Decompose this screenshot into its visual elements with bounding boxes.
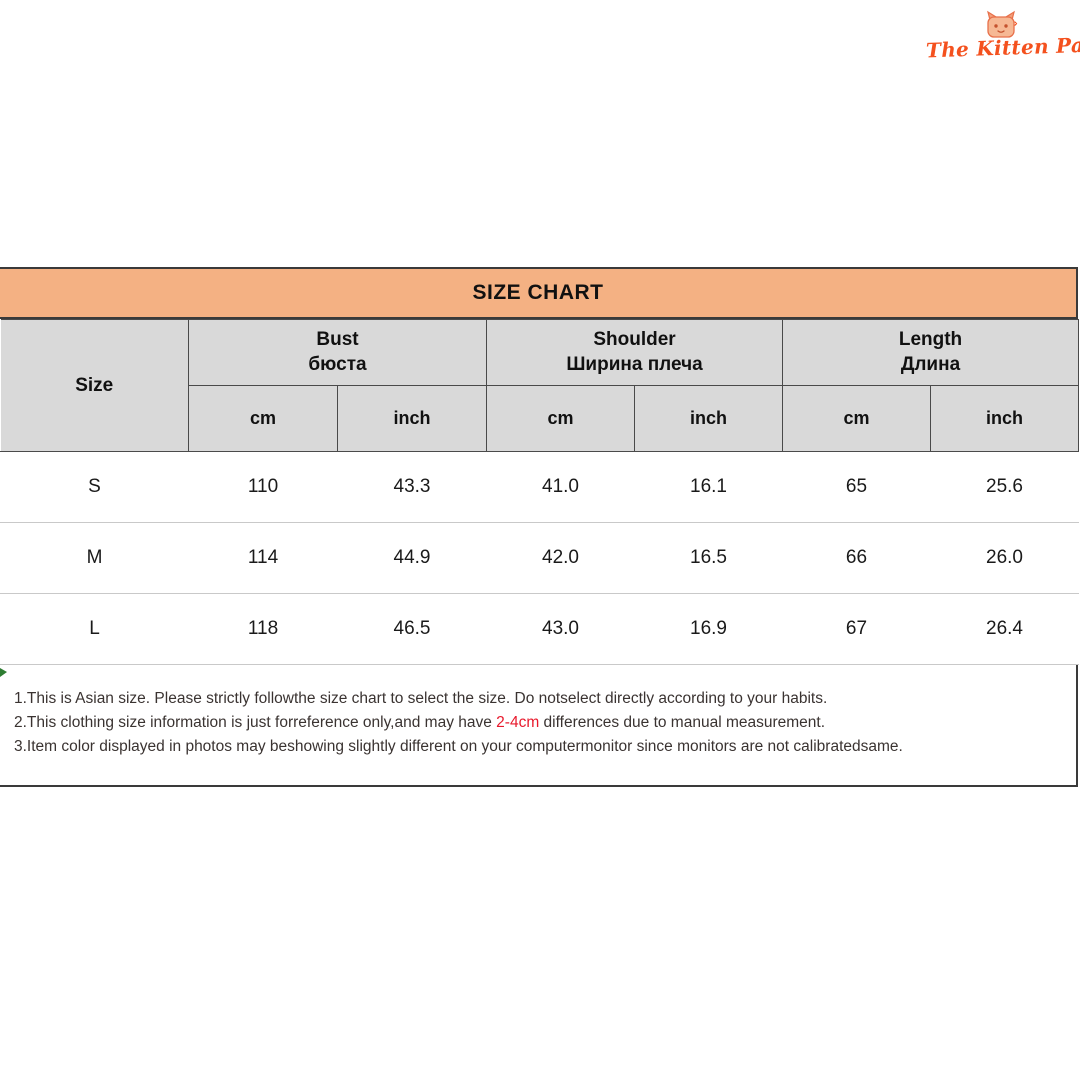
column-group-shoulder: Shoulder Ширина плеча bbox=[486, 319, 783, 386]
cell-size: S bbox=[0, 451, 189, 523]
column-group-bust: Bust бюста bbox=[188, 319, 487, 386]
cell-bust-cm: 110 bbox=[188, 451, 338, 523]
cell-shoulder-cm: 41.0 bbox=[486, 451, 635, 523]
note-line-2: 2.This clothing size information is just… bbox=[14, 711, 1076, 735]
kitten-face-icon bbox=[984, 10, 1018, 40]
unit-header-shoulder-inch: inch bbox=[634, 385, 783, 452]
cell-shoulder-inch: 16.1 bbox=[634, 451, 783, 523]
table-row: M 114 44.9 42.0 16.5 66 26.0 bbox=[0, 522, 1079, 594]
table-header: Size Bust бюста Shoulder Ширина плеча Le… bbox=[0, 319, 1080, 452]
group-label-ru-shoulder: Ширина плеча bbox=[566, 353, 703, 375]
cell-length-cm: 65 bbox=[782, 451, 931, 523]
table-row: S 110 43.3 41.0 16.1 65 25.6 bbox=[0, 451, 1079, 523]
size-chart-grid: Size Bust бюста Shoulder Ширина плеча Le… bbox=[0, 319, 1080, 665]
table-body: S 110 43.3 41.0 16.1 65 25.6 M 114 44.9 … bbox=[0, 451, 1079, 665]
group-label-en-bust: Bust bbox=[316, 329, 359, 351]
cell-shoulder-cm: 43.0 bbox=[486, 593, 635, 665]
cell-bust-cm: 114 bbox=[188, 522, 338, 594]
unit-header-bust-inch: inch bbox=[337, 385, 487, 452]
cell-size: L bbox=[0, 593, 189, 665]
column-group-length: Length Длина bbox=[781, 319, 1080, 386]
cell-bust-cm: 118 bbox=[188, 593, 338, 665]
chart-notes: 1.This is Asian size. Please strictly fo… bbox=[0, 665, 1076, 785]
cell-length-inch: 25.6 bbox=[930, 451, 1079, 523]
brand-logo: The Kitten Park bbox=[925, 8, 1080, 70]
cell-bust-inch: 43.3 bbox=[337, 451, 487, 523]
brand-name: The Kitten Park bbox=[925, 32, 1080, 63]
group-label-ru-bust: бюста bbox=[308, 353, 367, 375]
cell-size: M bbox=[0, 522, 189, 594]
chart-title: SIZE CHART bbox=[0, 269, 1076, 319]
cell-bust-inch: 44.9 bbox=[337, 522, 487, 594]
cell-length-inch: 26.0 bbox=[930, 522, 1079, 594]
note-2-text-before: 2.This clothing size information is just… bbox=[14, 714, 497, 731]
cell-bust-inch: 46.5 bbox=[337, 593, 487, 665]
cell-shoulder-inch: 16.5 bbox=[634, 522, 783, 594]
cell-shoulder-cm: 42.0 bbox=[486, 522, 635, 594]
group-label-en-length: Length bbox=[898, 329, 963, 351]
edge-artifact-speck bbox=[0, 668, 7, 677]
unit-header-bust-cm: cm bbox=[188, 385, 338, 452]
cell-length-cm: 67 bbox=[782, 593, 931, 665]
unit-header-shoulder-cm: cm bbox=[486, 385, 635, 452]
note-line-3: 3.Item color displayed in photos may bes… bbox=[14, 738, 903, 755]
cell-length-cm: 66 bbox=[782, 522, 931, 594]
group-label-ru-length: Длина bbox=[900, 353, 961, 375]
group-label-en-shoulder: Shoulder bbox=[593, 329, 676, 351]
note-line-1: 1.This is Asian size. Please strictly fo… bbox=[14, 690, 828, 707]
unit-header-length-inch: inch bbox=[929, 385, 1080, 452]
note-2-tolerance-highlight: 2-4cm bbox=[496, 714, 540, 731]
unit-header-length-cm: cm bbox=[782, 385, 931, 452]
cell-length-inch: 26.4 bbox=[930, 593, 1079, 665]
size-chart: SIZE CHART Size Bust бюста Shoulder Шири… bbox=[0, 267, 1080, 787]
cell-shoulder-inch: 16.9 bbox=[634, 593, 783, 665]
note-2-text-after: differences due to manual measurement. bbox=[539, 714, 826, 731]
table-row: L 118 46.5 43.0 16.9 67 26.4 bbox=[0, 593, 1079, 665]
column-header-size: Size bbox=[0, 319, 189, 452]
